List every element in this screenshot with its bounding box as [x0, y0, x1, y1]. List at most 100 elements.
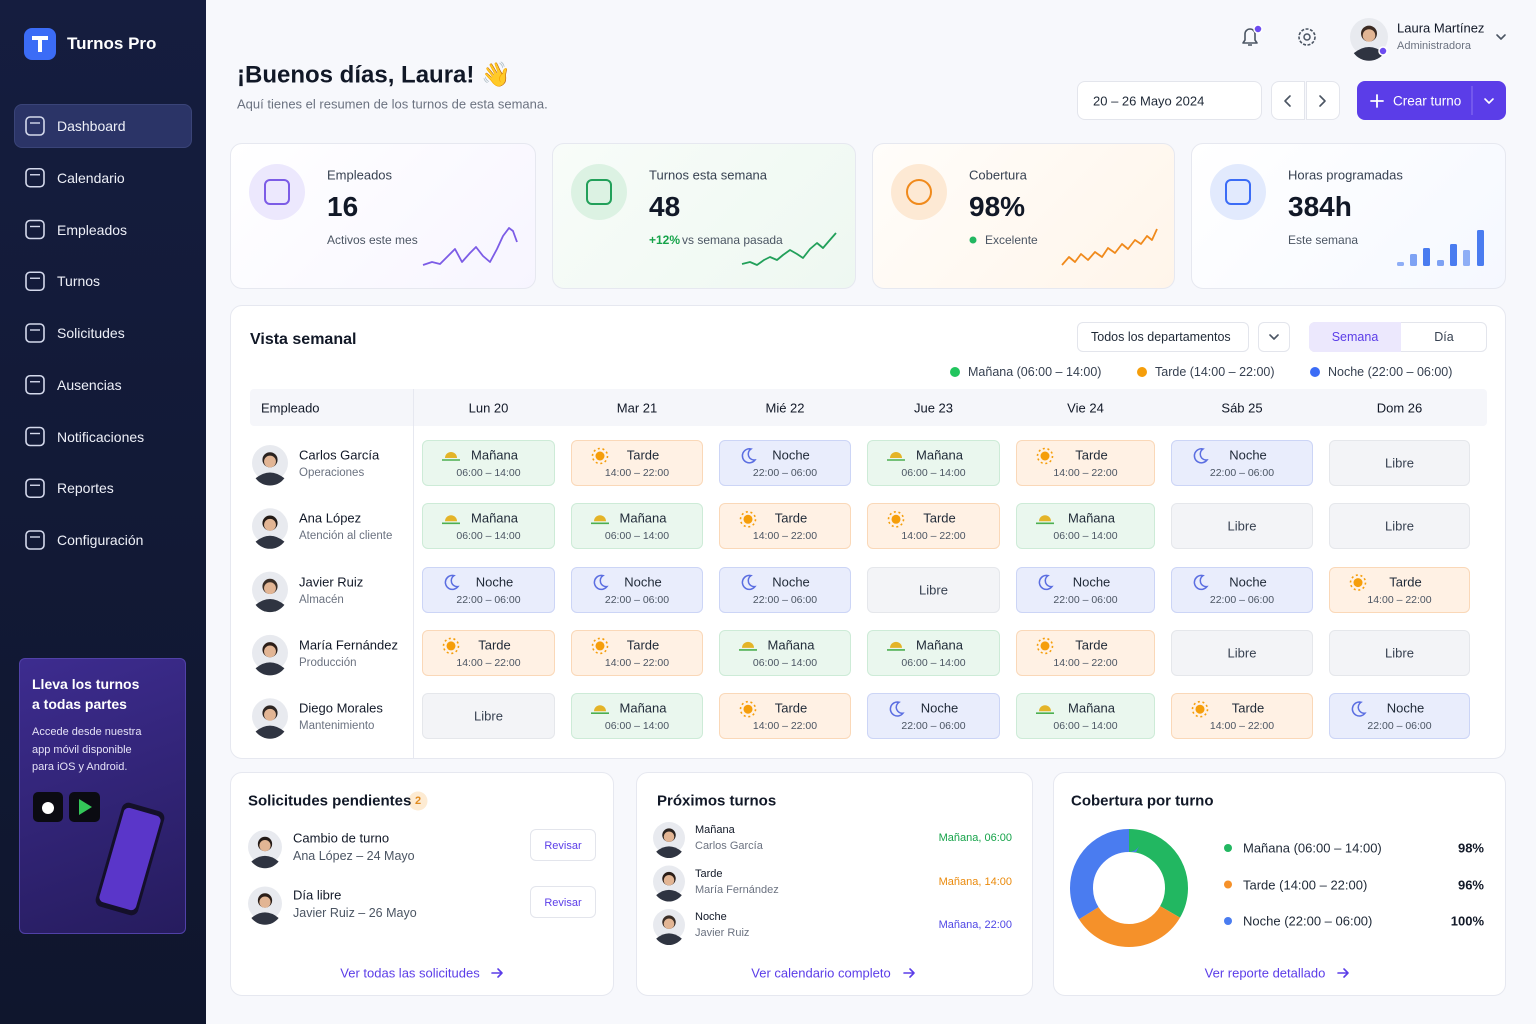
nav-item[interactable]: Solicitudes — [57, 325, 125, 341]
avatar-face — [1362, 29, 1376, 42]
shift-label: Libre — [1227, 645, 1257, 661]
next-week-button[interactable] — [1306, 81, 1340, 120]
shift-cell[interactable] — [571, 503, 703, 550]
employee-name: María Fernández — [299, 637, 398, 653]
shift-label: Noche — [1229, 574, 1267, 590]
view-toggle-option[interactable]: Día — [1434, 330, 1454, 344]
shift-cell[interactable] — [571, 566, 703, 613]
shift-cell[interactable] — [1171, 440, 1313, 486]
shift-cell[interactable] — [1016, 693, 1155, 740]
upcoming-employee: María Fernández — [695, 883, 779, 896]
shift-hours: 14:00 – 22:00 — [1209, 720, 1275, 733]
shift-label: Tarde — [478, 637, 511, 653]
shift-cell[interactable] — [1171, 503, 1313, 550]
review-button-label[interactable]: Revisar — [544, 840, 582, 852]
shift-cell[interactable] — [719, 693, 851, 740]
date-range-box[interactable] — [1077, 81, 1262, 120]
column-header: Vie 24 — [1067, 400, 1104, 416]
shift-cell[interactable] — [867, 693, 1000, 740]
shift-cell[interactable] — [867, 629, 1000, 676]
request-title: Cambio de turno — [293, 830, 390, 846]
shift-hours: 06:00 – 14:00 — [901, 467, 966, 479]
shift-hours: 06:00 – 14:00 — [752, 656, 818, 669]
bell-icon — [1242, 28, 1258, 46]
shift-hours: 06:00 – 14:00 — [456, 530, 521, 543]
shift-label: Noche — [475, 574, 514, 590]
view-report-link[interactable]: Ver reporte detallado — [1204, 965, 1326, 981]
shift-hours: 14:00 – 22:00 — [456, 656, 521, 669]
nav-item[interactable]: Turnos — [57, 273, 101, 290]
settings-icon — [1298, 28, 1316, 46]
coverage-label: Tarde (14:00 – 22:00) — [1243, 877, 1368, 892]
review-button[interactable] — [530, 829, 596, 861]
shift-hours: 22:00 – 06:00 — [1367, 720, 1432, 733]
shift-label: Noche — [1386, 700, 1425, 716]
shift-cell[interactable] — [1329, 629, 1470, 676]
view-toggle-option[interactable]: Semana — [1331, 330, 1379, 344]
shift-label: Tarde — [626, 637, 660, 653]
shift-hours: 22:00 – 06:00 — [752, 467, 818, 479]
nav-item[interactable]: Empleados — [57, 221, 128, 238]
shift-cell[interactable] — [422, 503, 555, 550]
shift-cell[interactable] — [1016, 503, 1155, 550]
department-filter-label: Todos los departamentos — [1091, 330, 1231, 344]
stat-note: Este semana — [1288, 233, 1359, 247]
review-button[interactable] — [530, 885, 596, 918]
shift-cell[interactable] — [422, 693, 555, 740]
legend-label: Noche (22:00 – 06:00) — [1328, 365, 1453, 379]
nav-item[interactable]: Dashboard — [57, 118, 126, 134]
department-filter[interactable] — [1077, 322, 1249, 352]
shift-cell[interactable] — [422, 440, 555, 486]
legend-label: Mañana (06:00 – 14:00) — [968, 365, 1102, 379]
request-detail: Ana López – 24 Mayo — [293, 849, 415, 863]
user-name[interactable]: Laura Martínez — [1397, 20, 1485, 36]
shift-hours: 22:00 – 06:00 — [1053, 593, 1118, 606]
column-header: Mié 22 — [765, 400, 805, 416]
shift-cell[interactable] — [867, 566, 1000, 613]
nav-item[interactable]: Ausencias — [57, 376, 122, 393]
upcoming-time: Mañana, 22:00 — [938, 919, 1012, 931]
shift-label: Tarde — [774, 510, 808, 526]
shift-label: Tarde — [1075, 637, 1108, 653]
shift-hours: 22:00 – 06:00 — [456, 593, 521, 606]
panel-title: Próximos turnos — [657, 792, 777, 810]
nav-item[interactable]: Configuración — [57, 532, 144, 548]
avatar-body — [1353, 46, 1385, 61]
view-calendar-link[interactable]: Ver calendario completo — [751, 965, 891, 981]
brand-logo — [24, 28, 56, 60]
create-shift-label[interactable]: Crear turno — [1393, 93, 1462, 109]
nav-item[interactable]: Calendario — [57, 169, 125, 186]
shift-label: Libre — [919, 582, 948, 598]
shift-label: Mañana — [619, 510, 667, 526]
shift-cell[interactable] — [719, 629, 851, 676]
employee-name: Diego Morales — [299, 700, 383, 716]
request-detail: Javier Ruiz – 26 Mayo — [293, 905, 417, 920]
shift-cell[interactable] — [1329, 503, 1470, 550]
chevron-icon — [1496, 34, 1506, 40]
play-store-badge[interactable] — [69, 792, 100, 822]
greeting-subtitle: Aquí tienes el resumen de los turnos de … — [237, 96, 548, 112]
notification-dot — [1253, 24, 1263, 34]
prev-week-button[interactable] — [1271, 81, 1305, 120]
filter-dropdown-button[interactable] — [1258, 322, 1290, 352]
settings-icon-core — [1303, 33, 1311, 41]
coverage-value: 98% — [1457, 840, 1484, 856]
view-all-link[interactable]: Ver todas las solicitudes — [340, 965, 480, 981]
shift-cell[interactable] — [1171, 629, 1313, 676]
shift-cell[interactable] — [1329, 440, 1470, 486]
shift-cell[interactable] — [719, 440, 851, 486]
employee-name: Ana López — [299, 510, 362, 526]
shift-cell[interactable] — [719, 566, 851, 613]
review-button-label[interactable]: Revisar — [544, 896, 582, 909]
shift-label: Mañana — [916, 447, 963, 463]
shift-cell[interactable] — [571, 693, 703, 740]
stat-value: 98% — [969, 191, 1026, 222]
employee-name: Carlos García — [299, 447, 380, 463]
shift-cell[interactable] — [867, 440, 1000, 486]
app-store-badge[interactable] — [33, 792, 63, 822]
nav-item[interactable]: Reportes — [57, 480, 114, 497]
column-divider — [413, 389, 414, 759]
shift-cell[interactable] — [422, 566, 555, 613]
stat-label: Cobertura — [969, 167, 1027, 183]
nav-item[interactable]: Notificaciones — [57, 428, 145, 445]
